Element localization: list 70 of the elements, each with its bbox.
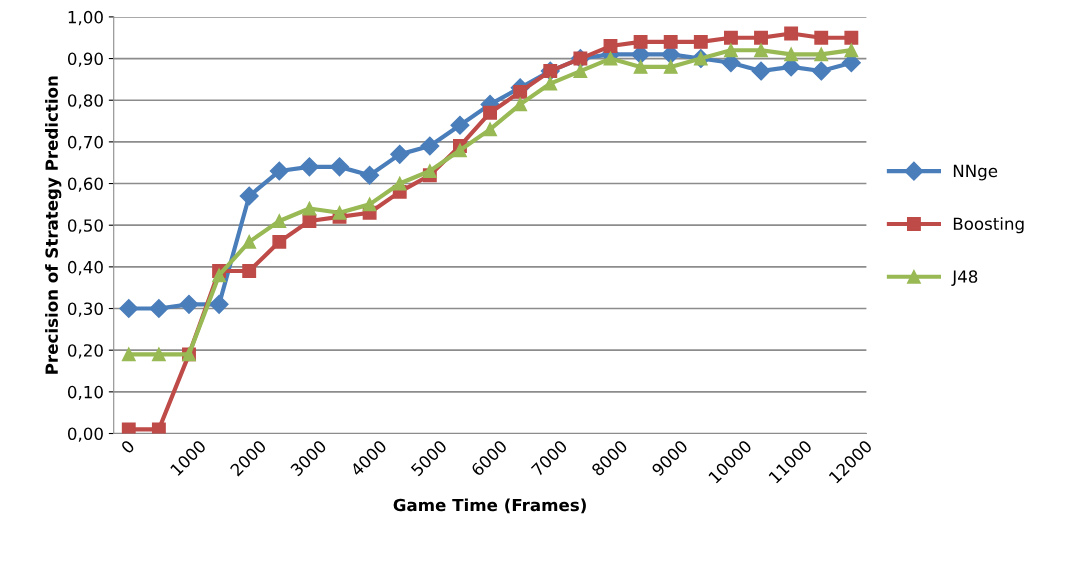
point	[844, 30, 859, 45]
point	[633, 34, 648, 49]
point	[663, 34, 678, 49]
point	[513, 97, 528, 112]
point	[663, 59, 678, 74]
point	[573, 64, 588, 78]
point	[209, 294, 229, 314]
point	[751, 61, 771, 81]
point	[149, 298, 169, 319]
point	[543, 76, 558, 91]
point	[483, 105, 498, 120]
point	[390, 144, 410, 164]
y-tick-label: 0,50	[67, 219, 103, 234]
legend-label: Boosting	[953, 217, 1024, 234]
point	[360, 165, 380, 185]
point	[754, 43, 768, 58]
point	[422, 164, 437, 178]
point	[513, 84, 528, 99]
point	[603, 51, 618, 66]
point	[151, 422, 166, 434]
point	[723, 43, 738, 58]
legend-label: J48	[951, 270, 978, 286]
point	[633, 59, 648, 74]
point	[814, 30, 829, 45]
point	[844, 43, 859, 58]
point	[784, 47, 799, 62]
point	[302, 214, 317, 228]
y-axis-title: Precision of Strategy Prediction	[45, 76, 62, 374]
point	[302, 201, 317, 216]
point	[119, 298, 139, 319]
y-tick-label: 0,90	[67, 52, 103, 67]
point	[693, 34, 708, 49]
point	[242, 264, 257, 278]
point	[239, 186, 259, 206]
y-tick-label: 0,20	[67, 344, 103, 359]
point	[212, 268, 227, 283]
point	[121, 347, 136, 362]
point	[179, 294, 199, 314]
y-tick-label: 0,80	[67, 94, 103, 109]
point	[362, 197, 377, 212]
point	[272, 234, 287, 249]
point	[483, 122, 498, 137]
point	[811, 61, 831, 81]
point	[392, 176, 407, 191]
point	[453, 143, 467, 158]
y-tick-label: 0,00	[67, 427, 103, 442]
point	[329, 157, 350, 177]
point	[603, 39, 618, 53]
point	[450, 115, 470, 135]
legend-label: NNge	[953, 164, 998, 181]
point	[242, 234, 257, 249]
x-axis-title: Game Time (Frames)	[393, 498, 586, 514]
y-tick-label: 0,30	[67, 302, 103, 317]
point	[299, 157, 319, 177]
point	[420, 136, 440, 156]
y-tick-label: 1,00	[68, 10, 103, 26]
point	[121, 422, 136, 434]
point	[814, 47, 829, 62]
y-tick-label: 0,70	[67, 135, 103, 151]
point	[754, 30, 768, 45]
point	[269, 161, 289, 181]
point	[332, 205, 347, 220]
y-tick-label: 0,60	[67, 177, 103, 192]
point	[723, 30, 738, 45]
point	[272, 214, 287, 228]
point	[151, 347, 166, 362]
y-tick-label: 0,40	[67, 260, 103, 276]
point	[784, 26, 799, 41]
y-tick-label: 0,10	[67, 385, 103, 401]
x-tick-label: 0	[120, 439, 136, 455]
